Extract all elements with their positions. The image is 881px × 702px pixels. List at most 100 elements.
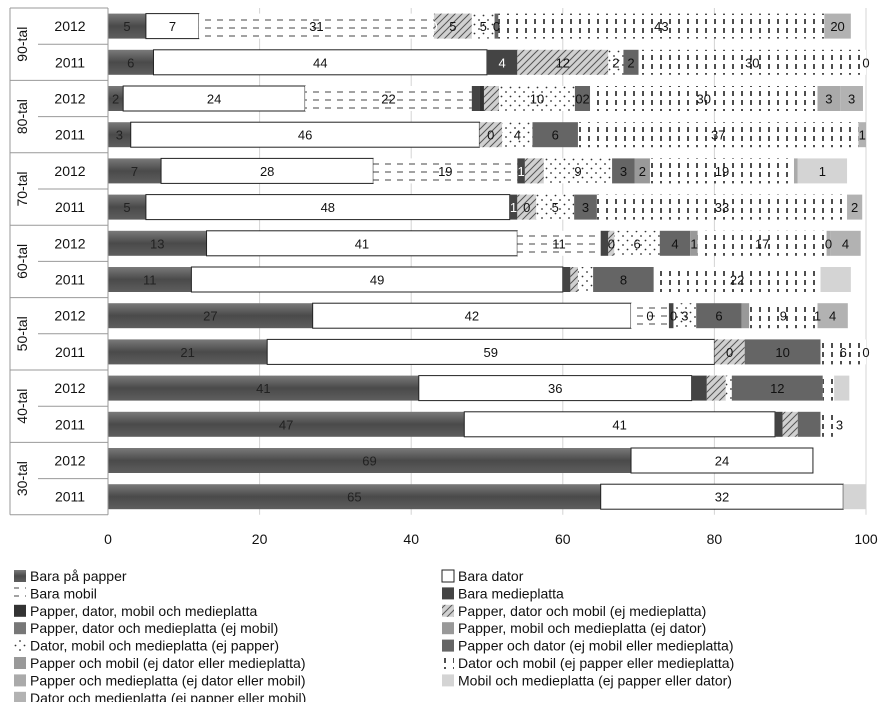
data-label-80-tal-2011-s14: 1 xyxy=(859,128,866,143)
data-label-80-tal-2011-s11: 37 xyxy=(711,128,725,143)
group-label: 60-tal xyxy=(14,244,30,279)
bar-70-tal-2012-s10 xyxy=(634,158,650,184)
data-label-50-tal-2011-s0: 21 xyxy=(180,345,194,360)
legend-label: Papper och medieplatta (ej dator eller m… xyxy=(30,672,305,688)
group-label: 70-tal xyxy=(14,171,30,206)
data-label-90-tal-2011-s1: 44 xyxy=(313,55,327,70)
group-label: 90-tal xyxy=(14,27,30,62)
data-label-90-tal-2011-s11: 30 xyxy=(745,55,759,70)
year-label: 2011 xyxy=(55,489,85,505)
data-label-40-tal-2011-s0: 47 xyxy=(279,417,293,432)
bar-40-tal-2012-s13 xyxy=(834,375,850,401)
data-label-60-tal-2011-s0: 11 xyxy=(143,273,157,288)
data-label-30-tal-2011-s0: 65 xyxy=(347,490,361,505)
data-label-60-tal-2012-s14: 4 xyxy=(842,236,849,251)
bar-80-tal-2012-s11 xyxy=(590,86,818,111)
bar-80-tal-2012-s9 xyxy=(574,86,591,111)
bar-80-tal-2011-s8 xyxy=(502,122,533,148)
legend: Bara på papper Bara dator Bara mobil Bara m… xyxy=(14,568,734,702)
data-label-50-tal-2012-s14: 4 xyxy=(829,309,836,324)
legend-label: Papper, dator, mobil och medieplatta xyxy=(30,603,257,619)
legend-item: Papper och mobil (ej dator eller mediepl… xyxy=(14,655,305,671)
legend-item: Bara på papper xyxy=(14,568,127,584)
legend-swatch xyxy=(14,657,26,669)
legend-label: Papper, dator och mobil (ej medieplatta) xyxy=(458,603,706,619)
bar-50-tal-2012-s9 xyxy=(696,303,742,329)
bar-80-tal-2012-s8 xyxy=(499,86,575,111)
bar-80-tal-2012-s0 xyxy=(108,86,124,111)
legend-label: Papper och dator (ej mobil eller mediepl… xyxy=(458,638,733,654)
bar-80-tal-2011-s0 xyxy=(108,122,131,148)
legend-label: Papper, mobil och medieplatta (ej dator) xyxy=(458,620,706,636)
bar-60-tal-2012-s1 xyxy=(206,230,518,257)
data-label-70-tal-2012-s8: 9 xyxy=(574,164,581,179)
data-label-50-tal-2012-s11: 9 xyxy=(780,309,787,324)
bar-80-tal-2012-s2 xyxy=(305,86,472,111)
data-label-40-tal-2012-s1: 36 xyxy=(548,381,562,396)
data-label-50-tal-2011-s1: 59 xyxy=(484,345,498,360)
legend-item: Bara mobil xyxy=(14,585,97,601)
data-label-80-tal-2012-s14: 3 xyxy=(848,92,855,107)
legend-swatch xyxy=(14,691,26,702)
bar-50-tal-2011-s5 xyxy=(714,339,745,365)
bar-60-tal-2012-s10 xyxy=(690,230,698,256)
data-label-70-tal-2012-s11: 19 xyxy=(715,164,729,179)
bar-40-tal-2012-s9 xyxy=(731,375,823,401)
data-label-40-tal-2012-s0: 41 xyxy=(256,381,270,396)
bar-40-tal-2011-s9 xyxy=(797,411,821,437)
legend-label: Dator, mobil och medieplatta (ej papper) xyxy=(30,638,279,654)
legend-item: Bara medieplatta xyxy=(442,585,564,601)
data-label-70-tal-2012-s0: 7 xyxy=(131,164,138,179)
data-label-80-tal-2012-s8: 10 xyxy=(530,92,544,107)
bar-90-tal-2012-s11 xyxy=(498,13,825,39)
bar-50-tal-2012-s8 xyxy=(673,303,697,329)
data-label-90-tal-2011-s8: 2 xyxy=(612,55,619,70)
bar-60-tal-2012-s8 xyxy=(614,230,660,256)
data-label-90-tal-2011-s0: 6 xyxy=(127,55,134,70)
bar-70-tal-2012-s2 xyxy=(373,158,518,184)
bar-80-tal-2012-s14 xyxy=(840,86,863,111)
data-label-70-tal-2012-s2: 19 xyxy=(438,164,452,179)
data-label-90-tal-2011-s14: 0 xyxy=(862,55,869,70)
x-tick-label: 60 xyxy=(555,531,571,547)
bar-70-tal-2012-s3 xyxy=(517,158,525,184)
bar-40-tal-2012-s5 xyxy=(706,375,726,401)
bar-50-tal-2012-s11 xyxy=(749,303,818,329)
bar-50-tal-2012-s0 xyxy=(108,303,313,329)
bar-60-tal-2011-s0 xyxy=(108,267,192,292)
data-label-60-tal-2012-s12: 0 xyxy=(825,236,832,251)
data-label-50-tal-2011-s11: 6 xyxy=(840,345,847,360)
bar-50-tal-2011-s9 xyxy=(744,339,821,365)
group-label: 30-tal xyxy=(14,461,30,496)
year-label: 2011 xyxy=(55,416,85,432)
data-label-60-tal-2012-s0: 13 xyxy=(150,236,164,251)
x-tick-label: 20 xyxy=(252,531,268,547)
bar-80-tal-2011-s11 xyxy=(577,122,859,148)
data-label-90-tal-2011-s3: 4 xyxy=(499,55,506,70)
legend-swatch xyxy=(442,674,454,687)
bar-80-tal-2011-s1 xyxy=(130,121,480,148)
data-label-70-tal-2012-s10: 2 xyxy=(639,164,646,179)
data-label-60-tal-2011-s1: 49 xyxy=(370,273,384,288)
legend-item: Papper och medieplatta (ej dator eller m… xyxy=(14,672,305,688)
bar-30-tal-2012-s1 xyxy=(630,447,814,474)
data-label-50-tal-2012-s0: 27 xyxy=(203,309,217,324)
year-label: 2012 xyxy=(54,91,85,107)
data-label-50-tal-2012-s5: 0 xyxy=(670,309,677,324)
legend-label: Dator och mobil (ej papper eller mediepl… xyxy=(458,655,734,671)
year-label: 2012 xyxy=(54,18,85,34)
data-label-80-tal-2011-s0: 3 xyxy=(116,128,123,143)
data-label-60-tal-2012-s5: 0 xyxy=(608,236,615,251)
data-label-40-tal-2012-s9: 12 xyxy=(770,381,784,396)
bar-90-tal-2012-s9 xyxy=(494,13,499,39)
data-label-30-tal-2012-s1: 24 xyxy=(715,454,729,469)
bar-50-tal-2012-s3 xyxy=(668,303,674,329)
data-label-80-tal-2011-s1: 46 xyxy=(298,128,312,143)
data-label-40-tal-2011-s12: 3 xyxy=(836,417,843,432)
data-label-70-tal-2011-s5: 0 xyxy=(523,200,530,215)
legend-swatch xyxy=(14,570,26,582)
legend-item: Dator och medieplatta (ej papper eller m… xyxy=(14,690,306,702)
data-label-50-tal-2012-s9: 6 xyxy=(715,309,722,324)
year-label: 2012 xyxy=(54,453,85,469)
bar-70-tal-2012-s13 xyxy=(797,158,848,184)
